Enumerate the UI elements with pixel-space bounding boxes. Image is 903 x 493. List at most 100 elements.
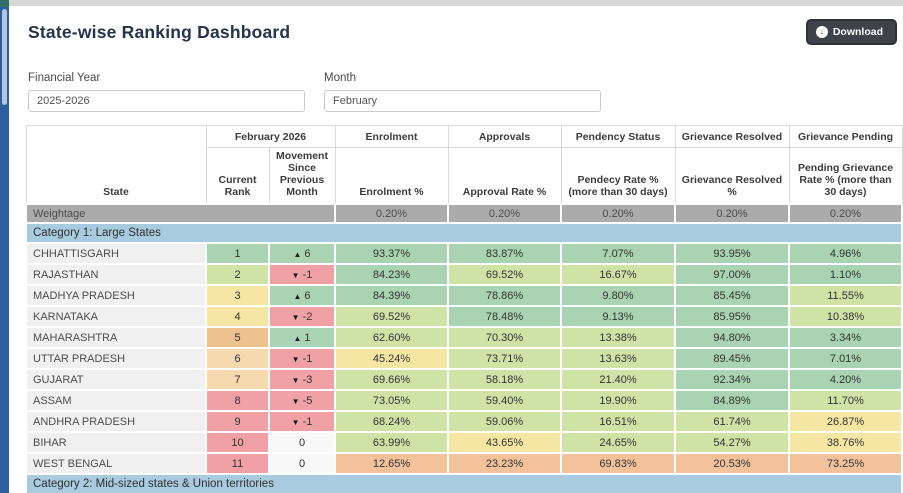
rank-cell: 10 bbox=[205, 431, 270, 454]
state-cell: KARNATAKA bbox=[25, 305, 207, 328]
down-arrow-icon: ▼ bbox=[291, 312, 300, 322]
pendency-group-header: Pendency Status bbox=[560, 125, 676, 148]
metric-cell: 83.87% bbox=[447, 242, 562, 265]
metric-cell: 11.55% bbox=[788, 284, 903, 307]
metric-cell: 12.65% bbox=[334, 452, 449, 475]
metric-cell: 62.60% bbox=[334, 326, 449, 349]
metric-cell: 89.45% bbox=[674, 347, 790, 370]
movement-header: Movement Since Previous Month bbox=[268, 147, 336, 205]
rank-cell: 7 bbox=[205, 368, 270, 391]
state-cell: MAHARASHTRA bbox=[25, 326, 207, 349]
rank-cell: 9 bbox=[205, 410, 270, 433]
state-cell: WEST BENGAL bbox=[25, 452, 207, 475]
metric-cell: 19.90% bbox=[560, 389, 676, 412]
metric-cell: 9.80% bbox=[560, 284, 676, 307]
metric-cell: 97.00% bbox=[674, 263, 790, 286]
table-row: UTTAR PRADESH 6 ▼ -1 45.24% 73.71% 13.63% 89.45… bbox=[25, 347, 903, 370]
state-column-header: State bbox=[25, 125, 207, 205]
metric-cell: 73.25% bbox=[788, 452, 903, 475]
rank-cell: 4 bbox=[205, 305, 270, 328]
up-arrow-icon: ▲ bbox=[293, 291, 302, 301]
state-cell: CHHATTISGARH bbox=[25, 242, 207, 265]
vertical-scrollbar[interactable] bbox=[0, 0, 9, 493]
down-arrow-icon: ▼ bbox=[291, 417, 300, 427]
approval-rate-sub-header: Approval Rate % bbox=[447, 147, 562, 205]
metric-cell: 69.52% bbox=[447, 263, 562, 286]
metric-cell: 7.01% bbox=[788, 347, 903, 370]
download-icon: ↓ bbox=[815, 26, 828, 38]
grievance-pending-group-header: Grievance Pending bbox=[788, 125, 903, 148]
down-arrow-icon: ▼ bbox=[291, 396, 300, 406]
metric-cell: 84.89% bbox=[674, 389, 790, 412]
metric-cell: 63.99% bbox=[334, 431, 449, 454]
table-row: CHHATTISGARH 1 ▲ 6 93.37% 83.87% 7.07% 93.95% 4.… bbox=[25, 242, 903, 265]
movement-cell: 0 bbox=[268, 452, 336, 475]
up-arrow-icon: ▲ bbox=[293, 333, 302, 343]
down-arrow-icon: ▼ bbox=[291, 354, 300, 364]
metric-cell: 10.38% bbox=[788, 305, 903, 328]
movement-cell: ▼ -2 bbox=[268, 305, 336, 328]
metric-cell: 78.48% bbox=[447, 305, 562, 328]
metric-cell: 4.20% bbox=[788, 368, 903, 391]
month-group: Month bbox=[324, 72, 601, 112]
weightage-value: 0.20% bbox=[447, 203, 562, 224]
down-arrow-icon: ▼ bbox=[291, 270, 300, 280]
metric-cell: 23.23% bbox=[447, 452, 562, 475]
grievance-resolved-sub-header: Grievance Resolved % bbox=[674, 147, 790, 205]
metric-cell: 54.27% bbox=[674, 431, 790, 454]
metric-cell: 58.18% bbox=[447, 368, 562, 391]
metric-cell: 59.06% bbox=[447, 410, 562, 433]
rank-cell: 1 bbox=[205, 242, 270, 265]
state-cell: UTTAR PRADESH bbox=[25, 347, 207, 370]
ranking-table: State February 2026 Enrolment Approvals … bbox=[25, 125, 903, 493]
metric-cell: 70.30% bbox=[447, 326, 562, 349]
metric-cell: 21.40% bbox=[560, 368, 676, 391]
rank-cell: 6 bbox=[205, 347, 270, 370]
metric-cell: 26.87% bbox=[788, 410, 903, 433]
movement-cell: ▲ 6 bbox=[268, 284, 336, 307]
table-row: WEST BENGAL 11 0 12.65% 23.23% 69.83% 20.53% 73… bbox=[25, 452, 903, 475]
top-strip bbox=[0, 0, 903, 6]
scrollbar-top-cap bbox=[0, 0, 9, 7]
metric-cell: 78.86% bbox=[447, 284, 562, 307]
metric-cell: 69.83% bbox=[560, 452, 676, 475]
month-input[interactable] bbox=[324, 90, 601, 112]
page-title: State-wise Ranking Dashboard bbox=[28, 22, 291, 42]
state-cell: GUJARAT bbox=[25, 368, 207, 391]
movement-cell: ▼ -5 bbox=[268, 389, 336, 412]
metric-cell: 3.34% bbox=[788, 326, 903, 349]
download-button[interactable]: ↓ Download bbox=[805, 19, 897, 45]
metric-cell: 43.65% bbox=[447, 431, 562, 454]
table-row: ASSAM 8 ▼ -5 73.05% 59.40% 19.90% 84.89% 11.70% bbox=[25, 389, 903, 412]
rank-cell: 8 bbox=[205, 389, 270, 412]
page-header: State-wise Ranking Dashboard ↓ Download bbox=[9, 6, 903, 50]
table-row: MADHYA PRADESH 3 ▲ 6 84.39% 78.86% 9.80% 85.45%… bbox=[25, 284, 903, 307]
up-arrow-icon: ▲ bbox=[293, 249, 302, 259]
month-label: Month bbox=[324, 72, 356, 84]
metric-cell: 9.13% bbox=[560, 305, 676, 328]
scrollbar-thumb[interactable] bbox=[2, 9, 7, 105]
weightage-value: 0.20% bbox=[560, 203, 676, 224]
download-button-label: Download bbox=[832, 26, 883, 38]
enrolment-sub-header: Enrolment % bbox=[334, 147, 449, 205]
grievance-resolved-group-header: Grievance Resolved bbox=[674, 125, 790, 148]
financial-year-input[interactable] bbox=[28, 90, 305, 112]
metric-cell: 1.10% bbox=[788, 263, 903, 286]
state-cell: MADHYA PRADESH bbox=[25, 284, 207, 307]
metric-cell: 11.70% bbox=[788, 389, 903, 412]
metric-cell: 85.45% bbox=[674, 284, 790, 307]
rank-cell: 2 bbox=[205, 263, 270, 286]
movement-cell: ▲ 1 bbox=[268, 326, 336, 349]
metric-cell: 13.38% bbox=[560, 326, 676, 349]
ranking-table-wrap: State February 2026 Enrolment Approvals … bbox=[25, 125, 903, 493]
movement-cell: ▼ -1 bbox=[268, 263, 336, 286]
state-cell: ANDHRA PRADESH bbox=[25, 410, 207, 433]
metric-cell: 4.96% bbox=[788, 242, 903, 265]
movement-cell: ▼ -3 bbox=[268, 368, 336, 391]
state-cell: BIHAR bbox=[25, 431, 207, 454]
weightage-row: Weightage 0.20% 0.20% 0.20% 0.20% 0.20% bbox=[25, 203, 903, 224]
financial-year-group: Financial Year bbox=[28, 72, 305, 112]
table-row: GUJARAT 7 ▼ -3 69.66% 58.18% 21.40% 92.34% 4.20% bbox=[25, 368, 903, 391]
enrolment-group-header: Enrolment bbox=[334, 125, 449, 148]
